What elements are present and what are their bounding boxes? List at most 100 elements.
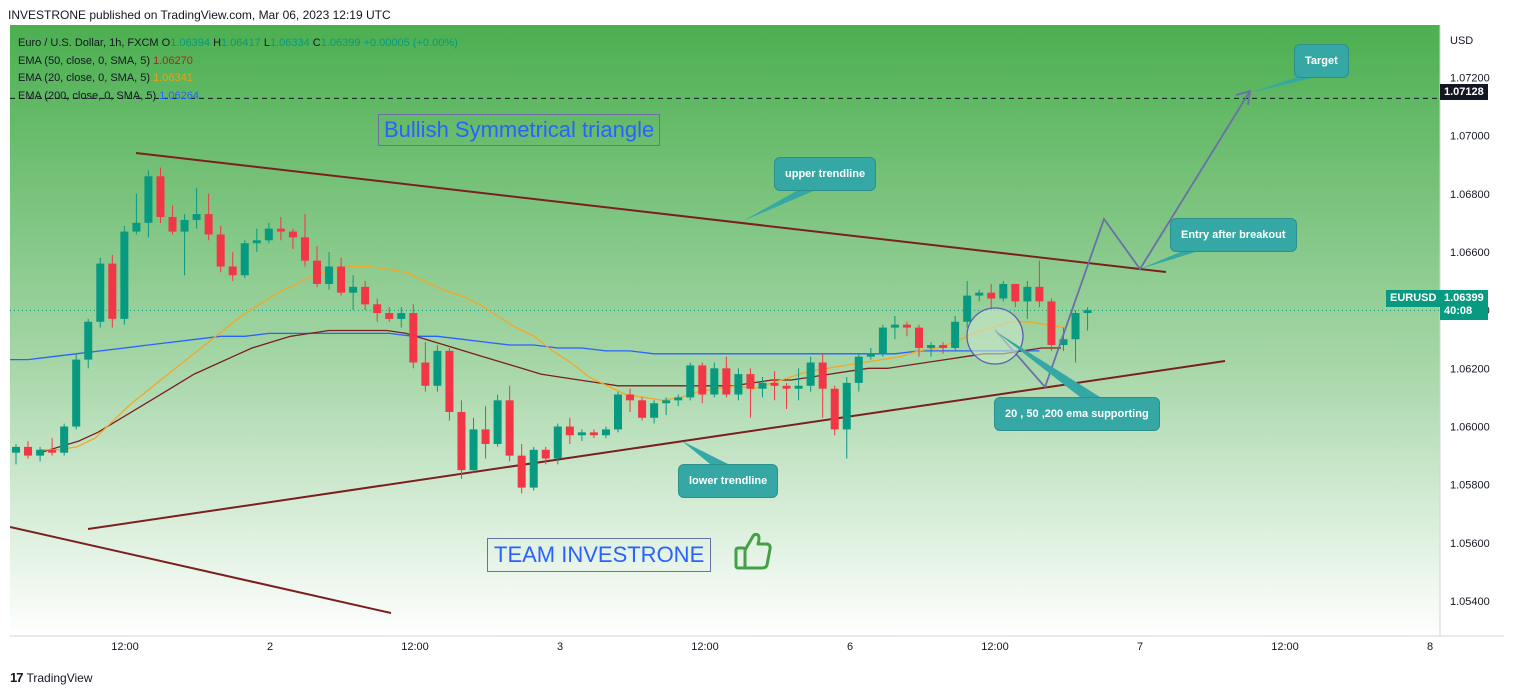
candle-body [698, 365, 707, 395]
candle-body [1011, 283, 1020, 302]
candle-body [662, 400, 671, 404]
candle-body [674, 397, 683, 401]
candle-body [192, 214, 201, 220]
candle-body [385, 313, 394, 319]
candle-body [758, 382, 767, 389]
target-callout[interactable]: Target [1294, 44, 1349, 78]
legend-low-label: L [263, 37, 270, 49]
legend-close: 1.06399 [320, 37, 361, 49]
plot-background [10, 25, 1440, 636]
candle-body [794, 385, 803, 389]
price-tick-label: 1.06200 [1450, 363, 1490, 375]
candle-body [144, 176, 153, 223]
tradingview-brand: TradingView [26, 670, 93, 685]
legend-change: +0.00005 (+0.00%) [363, 37, 458, 49]
candle-body [409, 313, 418, 363]
lower-trendline-callout[interactable]: lower trendline [678, 464, 779, 498]
candle-body [638, 400, 647, 418]
publish-header: INVESTRONE published on TradingView.com,… [8, 8, 391, 22]
candle-body [72, 359, 81, 427]
candle-body [589, 432, 598, 436]
candle-body [349, 286, 358, 293]
legend-close-label: C [312, 37, 321, 49]
candle-body [818, 362, 827, 389]
legend-ema20-row[interactable]: EMA (20, close, 0, SMA, 5) 1.06341 [18, 70, 458, 88]
time-tick-label: 12:00 [981, 641, 1009, 653]
candle-body [168, 217, 177, 232]
entry-callout[interactable]: Entry after breakout [1170, 218, 1297, 252]
candle-body [457, 411, 466, 471]
chart-frame[interactable]: 1.072001.070001.068001.066001.064001.062… [10, 25, 1504, 661]
time-tick-label: 3 [557, 641, 563, 653]
legend-high: 1.06417 [221, 37, 261, 49]
candle-body [830, 388, 839, 430]
legend-high-label: H [213, 37, 222, 49]
ema50-line [39, 329, 1062, 454]
currency-label: USD [1450, 35, 1474, 47]
candle-body [481, 429, 490, 444]
candle-body [180, 219, 189, 232]
ema-support-callout[interactable]: 20 , 50 ,200 ema supporting [994, 397, 1160, 431]
candle-body [915, 327, 923, 348]
candle-body [541, 449, 550, 459]
current-price-tag: 1.06399 40:08 [1440, 290, 1488, 320]
candle-body [120, 231, 129, 319]
candle-body [96, 263, 105, 322]
candle-body [252, 240, 261, 244]
candle-body [445, 350, 454, 412]
ema-callout-pointer [995, 331, 1100, 397]
price-tick-label: 1.07200 [1450, 72, 1490, 84]
candle-body [240, 243, 249, 276]
target-price-tag: 1.07128 [1440, 84, 1488, 100]
candle-body [782, 385, 791, 389]
bar-countdown: 40:08 [1444, 305, 1473, 317]
legend-open: 1.06394 [170, 37, 210, 49]
candle-body [1059, 339, 1068, 346]
footer: 17 TradingView [10, 670, 93, 685]
candle-body [686, 365, 695, 398]
candle-body [975, 292, 984, 296]
projection-layer [682, 76, 1320, 464]
legend-ema200-value: 1.06264 [159, 89, 199, 102]
chart-svg[interactable]: 1.072001.070001.068001.066001.064001.062… [10, 25, 1504, 661]
candle-body [770, 382, 779, 386]
tradingview-logo: 17 [10, 670, 24, 685]
candle-body [300, 237, 309, 261]
candle-body [734, 374, 743, 395]
legend-ema200-row[interactable]: EMA (200, close, 0, SMA, 5) 1.06264 [18, 88, 458, 106]
upper-callout-pointer [743, 189, 818, 221]
candle-body [577, 432, 586, 436]
candle-body [866, 353, 875, 357]
price-tick-label: 1.05400 [1450, 596, 1490, 608]
time-tick-label: 12:00 [1271, 641, 1299, 653]
candle-body [264, 228, 273, 241]
pattern-title[interactable]: Bullish Symmetrical triangle [378, 114, 661, 146]
time-tick-label: 8 [1427, 641, 1433, 653]
upper-trendline-callout[interactable]: upper trendline [774, 157, 877, 191]
legend-symbol: Euro / U.S. Dollar, 1h, FXCM [18, 37, 159, 49]
candle-body [890, 324, 899, 328]
ema-support-circle [966, 307, 1024, 365]
candle-body [878, 327, 887, 354]
candles-layer [12, 167, 1092, 494]
time-axis: 12:00 2 12:00 3 12:00 6 12:00 7 12:00 8 [111, 641, 1433, 653]
candle-body [313, 260, 321, 284]
entry-callout-pointer [1140, 250, 1202, 269]
price-tick-label: 1.06000 [1450, 422, 1490, 434]
price-axis-background [1440, 25, 1504, 636]
candle-body [48, 449, 57, 453]
legend-ema50-row[interactable]: EMA (50, close, 0, SMA, 5) 1.06270 [18, 53, 458, 71]
candle-body [84, 321, 93, 360]
legend-ema20-value: 1.06341 [153, 72, 193, 84]
trendlines-layer [10, 97, 1440, 614]
legend-ema50-value: 1.06270 [153, 54, 193, 67]
candle-body [433, 350, 442, 386]
candle-body [722, 368, 731, 395]
candle-body [288, 231, 297, 238]
candle-body [927, 345, 936, 348]
candle-body [228, 266, 237, 276]
candle-body [565, 426, 574, 436]
candle-body [132, 222, 141, 232]
candle-body [746, 374, 755, 389]
team-label[interactable]: TEAM INVESTRONE [487, 538, 712, 572]
